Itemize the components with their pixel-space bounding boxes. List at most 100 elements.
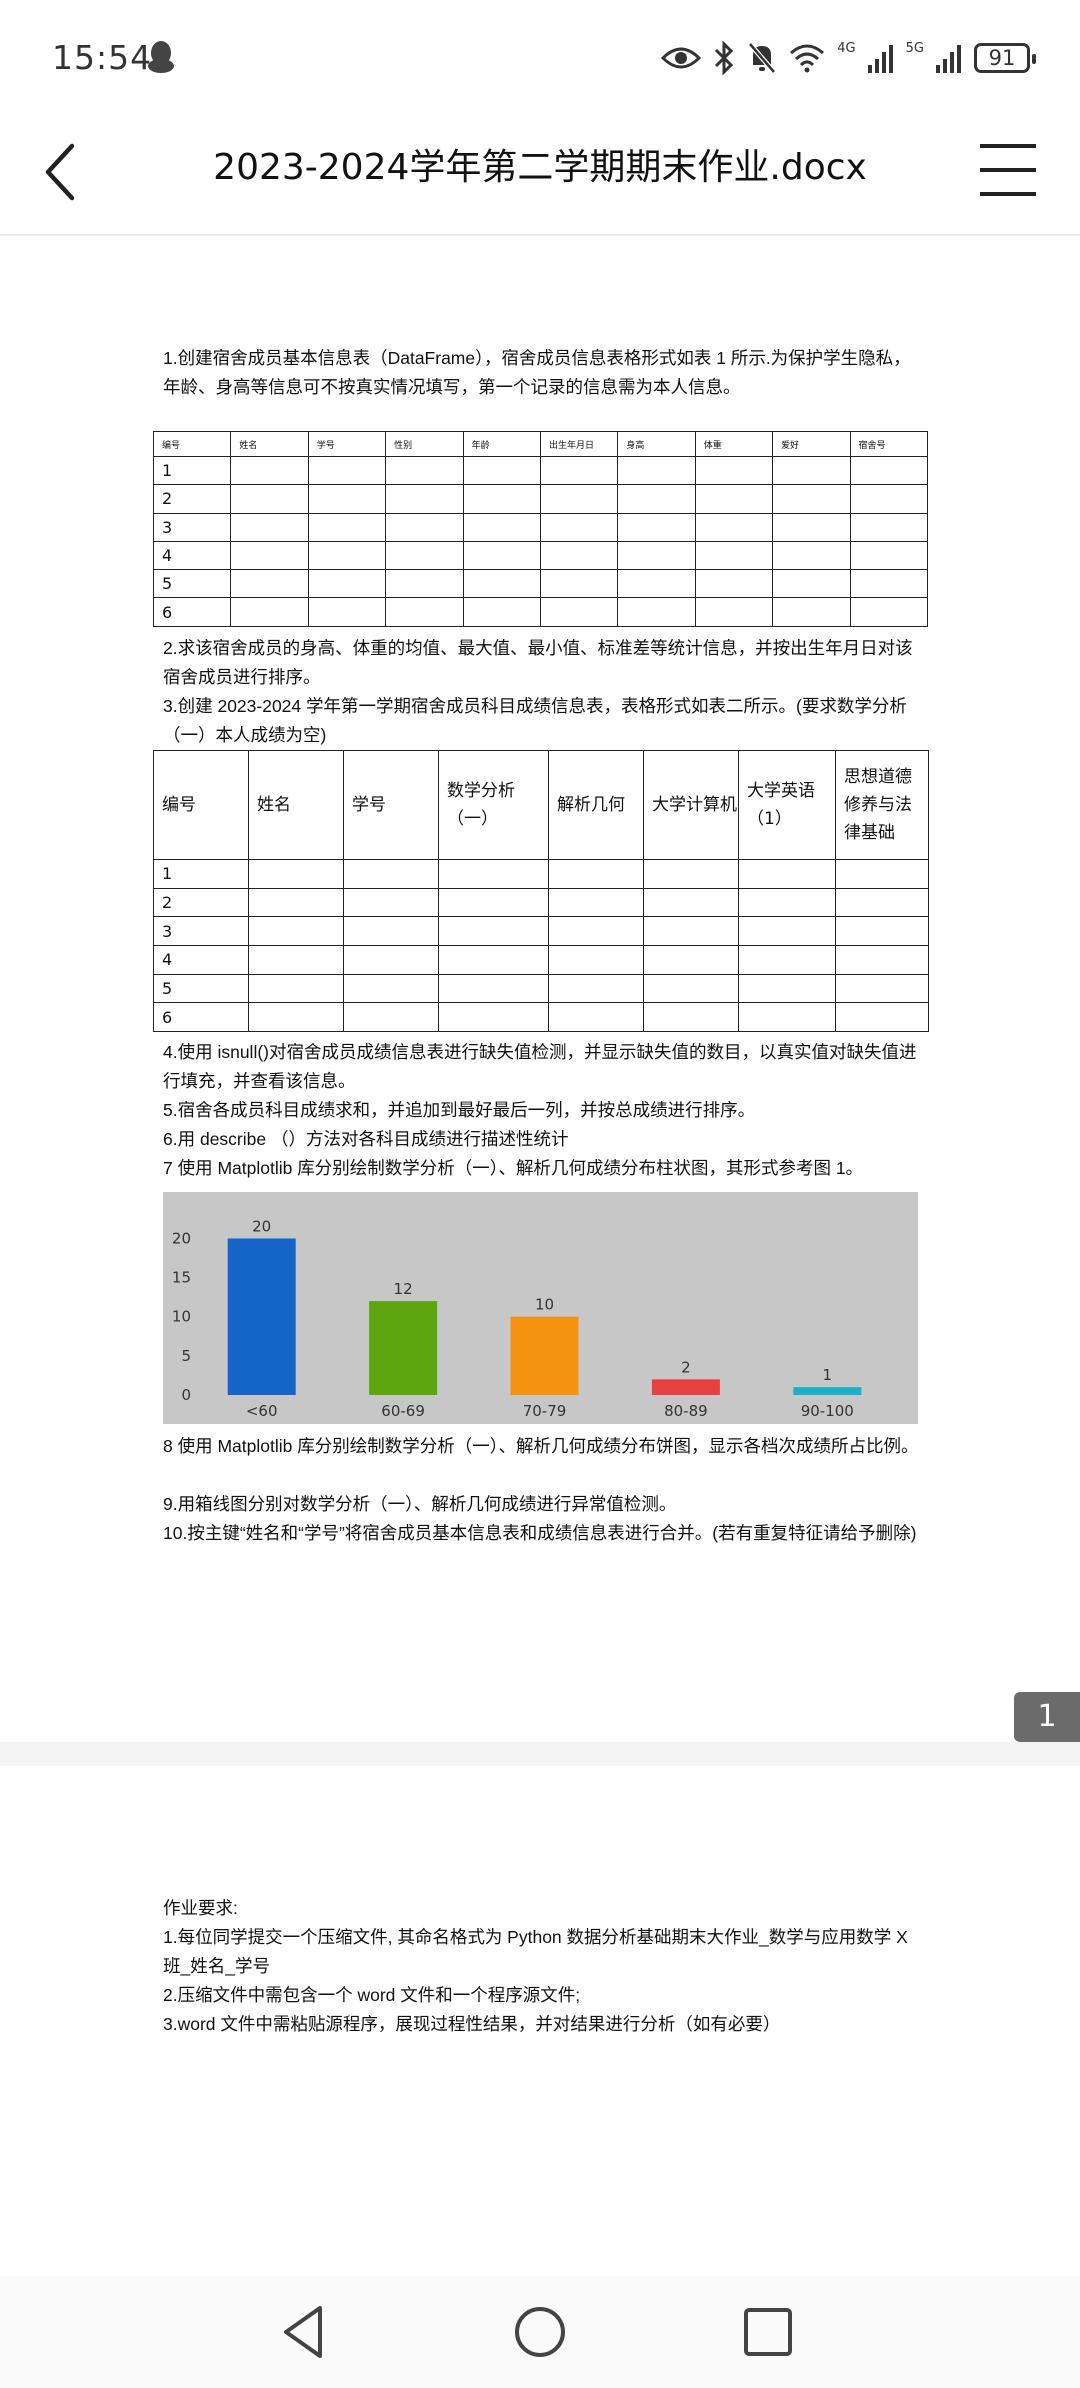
data-label: 1 [823, 1366, 833, 1384]
battery-icon: 91 [974, 43, 1036, 73]
qq-icon [148, 41, 174, 73]
y-tick-label: 0 [181, 1386, 191, 1404]
paragraph-9: 9.用箱线图分别对数学分析（一）、解析几何成绩进行异常值检测。 [163, 1494, 677, 1514]
y-tick-label: 15 [172, 1269, 191, 1287]
requirements-heading: 作业要求: [163, 1898, 238, 1918]
y-tick-label: 5 [181, 1347, 191, 1365]
wifi-icon [790, 44, 825, 73]
row-number: 1 [152, 455, 232, 486]
row-number: 6 [152, 597, 232, 627]
table-header-cell: 姓名 [248, 750, 344, 860]
signal-icon [867, 45, 893, 73]
table-header-row: 编号 姓名 学号 性别 年龄 出生年月日 身高 体重 爱好 宿舍号 [152, 431, 929, 457]
x-tick-label: 80-89 [664, 1402, 708, 1420]
score-distribution-bar-chart: 0 5 10 15 20 20 <60 12 60-69 10 70-79 2 80-89 1 90-100 [163, 1192, 918, 1424]
table-row: 4 [153, 945, 929, 975]
requirement-3: 3.word 文件中需粘贴源程序，展现过程性结果，并对结果进行分析（如有必要） [163, 2014, 781, 2034]
network-5g-label: 5G [905, 40, 924, 56]
status-time: 15:54 [52, 38, 153, 77]
bar [651, 1379, 720, 1395]
table-row: 4 [152, 540, 929, 571]
table-header-cell: 大学英语（1） [738, 750, 836, 860]
table-row: 5 [153, 973, 929, 1004]
table-row: 1 [153, 859, 929, 889]
paragraph-10: 10.按主键“姓名和“学号”将宿舍成员基本信息表和成绩信息表进行合并。(若有重复… [163, 1523, 917, 1543]
status-bar: 15:54 4G 5G [0, 0, 1080, 110]
table-header-cell: 出生年月日 [539, 431, 619, 457]
table-header-cell: 身高 [617, 431, 696, 457]
table-header-cell: 编号 [152, 431, 232, 457]
table-header-cell: 编号 [153, 750, 249, 860]
bar [793, 1387, 862, 1395]
bluetooth-icon [715, 41, 734, 75]
status-icons: 4G 5G 91 [661, 38, 1036, 78]
table-row: 3 [153, 916, 929, 947]
paragraph-6: 6.用 describe （）方法对各科目成绩进行描述性统计 [163, 1129, 569, 1149]
page-number-indicator: 1 [1014, 1692, 1080, 1742]
row-number: 3 [152, 512, 232, 542]
paragraph-3: 3.创建 2023-2024 学年第一学期宿舍成员科目成绩信息表，表格形式如表二… [163, 696, 907, 745]
x-tick-label: 90-100 [801, 1402, 854, 1420]
table-header-cell: 学号 [343, 750, 439, 860]
table-header-cell: 宿舍号 [849, 431, 929, 457]
table-row: 3 [152, 512, 929, 542]
row-number: 4 [153, 945, 249, 975]
table-header-row: 编号 姓名 学号 数学分析（一） 解析几何 大学计算机 大学英语（1） 思想道德… [153, 750, 929, 860]
table-header-cell: 体重 [694, 431, 774, 457]
requirement-2: 2.压缩文件中需包含一个 word 文件和一个程序源文件; [163, 1985, 581, 2005]
row-number: 1 [153, 859, 249, 889]
table-row: 2 [152, 484, 929, 514]
signal-icon [936, 45, 961, 73]
document-title: 2023-2024学年第二学期期末作业.docx [213, 147, 867, 188]
table-header-cell: 姓名 [230, 431, 309, 457]
bar [510, 1316, 579, 1395]
row-number: 2 [153, 887, 249, 918]
row-number: 6 [153, 1002, 249, 1033]
top-app-bar: 2023-2024学年第二学期期末作业.docx [0, 110, 1080, 236]
y-tick-label: 20 [172, 1229, 191, 1247]
eye-icon [661, 47, 702, 69]
menu-icon[interactable] [978, 140, 1038, 200]
row-number: 4 [152, 540, 232, 571]
document-page-1: 1.创建宿舍成员基本信息表（DataFrame），宿舍成员信息表格形式如表 1 … [0, 236, 1080, 1742]
document-viewer[interactable]: 1.创建宿舍成员基本信息表（DataFrame），宿舍成员信息表格形式如表 1 … [0, 236, 1080, 2276]
row-number: 5 [153, 973, 249, 1004]
table-header-cell: 性别 [385, 431, 464, 457]
x-tick-label: 70-79 [523, 1402, 567, 1420]
paragraph-2: 2.求该宿舍成员的身高、体重的均值、最大值、最小值、标准差等统计信息，并按出生年… [163, 638, 913, 687]
back-arrow-icon[interactable] [38, 132, 118, 212]
system-navigation-bar [0, 2276, 1080, 2388]
table-row: 2 [153, 887, 929, 918]
bell-off-icon [748, 42, 777, 74]
nav-home-icon[interactable] [508, 2300, 572, 2364]
paragraph-4: 4.使用 isnull()对宿舍成员成绩信息表进行缺失值检测，并显示缺失值的数目… [163, 1042, 917, 1091]
table-row: 5 [152, 569, 929, 599]
row-number: 2 [152, 484, 232, 514]
table-row: 6 [153, 1002, 929, 1033]
table-header-cell: 爱好 [772, 431, 851, 457]
row-number: 3 [153, 916, 249, 947]
table-header-cell: 学号 [307, 431, 387, 457]
network-4g-label: 4G [837, 40, 856, 56]
nav-recents-icon[interactable] [736, 2300, 800, 2364]
requirement-1: 1.每位同学提交一个压缩文件, 其命名格式为 Python 数据分析基础期末大作… [163, 1927, 908, 1976]
data-label: 20 [252, 1217, 271, 1235]
data-label: 12 [394, 1280, 413, 1298]
y-tick-label: 10 [172, 1308, 191, 1326]
battery-level: 91 [988, 46, 1016, 70]
paragraph-7: 7 使用 Matplotlib 库分别绘制数学分析（一）、解析几何成绩分布柱状图… [163, 1158, 864, 1178]
table-header-cell: 年龄 [462, 431, 541, 457]
table-header-cell: 解析几何 [548, 750, 644, 860]
score-info-table: 编号 姓名 学号 数学分析（一） 解析几何 大学计算机 大学英语（1） 思想道德… [153, 750, 929, 1033]
table-header-cell: 数学分析（一） [438, 750, 549, 860]
x-tick-label: <60 [246, 1402, 278, 1420]
nav-back-icon[interactable] [274, 2300, 338, 2364]
data-label: 10 [535, 1296, 554, 1314]
paragraph-1: 1.创建宿舍成员基本信息表（DataFrame），宿舍成员信息表格形式如表 1 … [163, 348, 911, 397]
paragraph-5: 5.宿舍各成员科目成绩求和，并追加到最好最后一列，并按总成绩进行排序。 [163, 1100, 756, 1120]
data-label: 2 [681, 1358, 691, 1376]
paragraph-8: 8 使用 Matplotlib 库分别绘制数学分析（一）、解析几何成绩分布饼图，… [163, 1436, 919, 1456]
bar [369, 1301, 438, 1395]
table-header-cell: 大学计算机 [643, 750, 739, 860]
document-page-2: 作业要求: 1.每位同学提交一个压缩文件, 其命名格式为 Python 数据分析… [0, 1766, 1080, 2276]
